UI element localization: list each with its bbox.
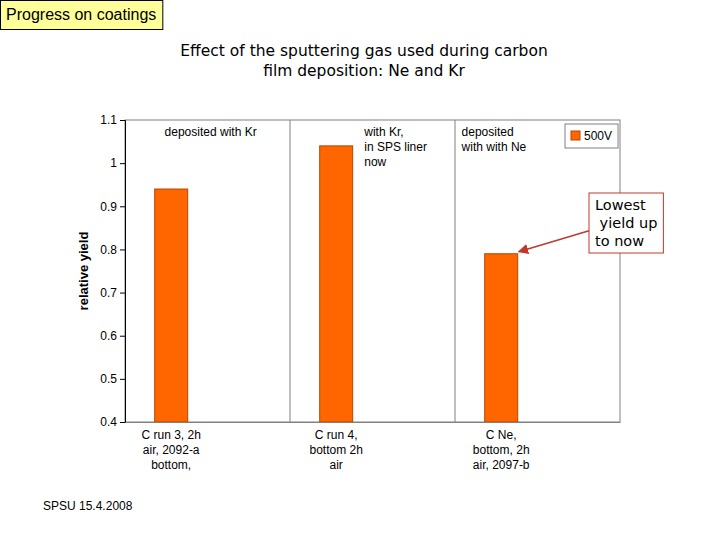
slide: Progress on coatings Effect of the sputte… <box>0 0 720 540</box>
y-tick-mark <box>120 120 125 121</box>
slide-header: Progress on coatings <box>6 6 156 23</box>
callout-arrow <box>519 231 589 252</box>
legend-label: 500V <box>584 129 612 143</box>
y-axis: 0.4 0.5 0.6 0.7 0.8 0.9 1 1.1 <box>100 113 125 429</box>
x-tick-label: C run 4,bottom 2hair <box>310 428 363 472</box>
y-axis-line <box>120 121 126 423</box>
plot-frame <box>125 120 620 422</box>
y-tick: 0.8 <box>100 243 125 257</box>
y-tick-mark <box>120 379 125 380</box>
bar <box>485 254 518 422</box>
callout-text: Lowest yield upto now <box>595 197 657 249</box>
panel-label: deposited with Kr <box>165 125 257 139</box>
y-tick-label: 0.5 <box>100 372 117 386</box>
legend-box <box>565 124 618 148</box>
y-tick-mark <box>120 293 125 294</box>
chart-title: Effect of the sputtering gas used during… <box>180 42 547 80</box>
y-tick: 0.5 <box>100 372 125 386</box>
y-tick-mark <box>120 422 125 423</box>
panel-label: with Kr,in SPS linernow <box>363 125 427 169</box>
y-tick-label: 0.6 <box>100 329 117 343</box>
y-tick: 1 <box>110 156 125 170</box>
x-tick-label: C Ne,bottom, 2hair, 2097-b <box>473 428 530 472</box>
y-tick: 0.7 <box>100 286 125 300</box>
legend-swatch <box>571 131 580 140</box>
header-box <box>1 1 163 30</box>
y-tick-mark <box>120 163 125 164</box>
y-tick-mark <box>120 206 125 207</box>
y-axis-title: relative yield <box>76 232 91 311</box>
legend: 500V <box>565 124 618 148</box>
x-axis: C run 3, 2hair, 2092-abottom, C run 4,bot… <box>126 422 621 472</box>
x-tick: C Ne,bottom, 2hair, 2097-b <box>473 422 530 472</box>
y-tick-label: 0.7 <box>100 286 117 300</box>
category-separator <box>455 120 456 422</box>
slide-footer: SPSU 15.4.2008 <box>43 499 133 513</box>
y-tick: 0.6 <box>100 329 125 343</box>
bars <box>155 146 518 422</box>
y-tick-label: 0.9 <box>100 200 117 214</box>
y-tick: 0.9 <box>100 200 125 214</box>
panel-label: depositedwith with Ne <box>461 125 527 154</box>
y-tick-label: 1 <box>110 156 117 170</box>
y-tick: 0.4 <box>100 415 125 429</box>
x-tick-label: C run 3, 2hair, 2092-abottom, <box>142 428 201 472</box>
x-tick: C run 4,bottom 2hair <box>310 422 363 472</box>
y-tick-label: 0.4 <box>100 415 117 429</box>
callout-box <box>589 193 663 253</box>
y-tick-label: 1.1 <box>100 113 117 127</box>
callout: Lowest yield upto now <box>519 193 664 253</box>
x-axis-line <box>126 422 621 423</box>
bar <box>155 189 188 422</box>
y-tick-mark <box>120 336 125 337</box>
y-tick-label: 0.8 <box>100 243 117 257</box>
x-tick: C run 3, 2hair, 2092-abottom, <box>142 422 201 472</box>
y-tick-mark <box>120 249 125 250</box>
y-tick: 1.1 <box>100 113 125 127</box>
category-separator <box>290 120 291 422</box>
bar <box>320 146 353 422</box>
